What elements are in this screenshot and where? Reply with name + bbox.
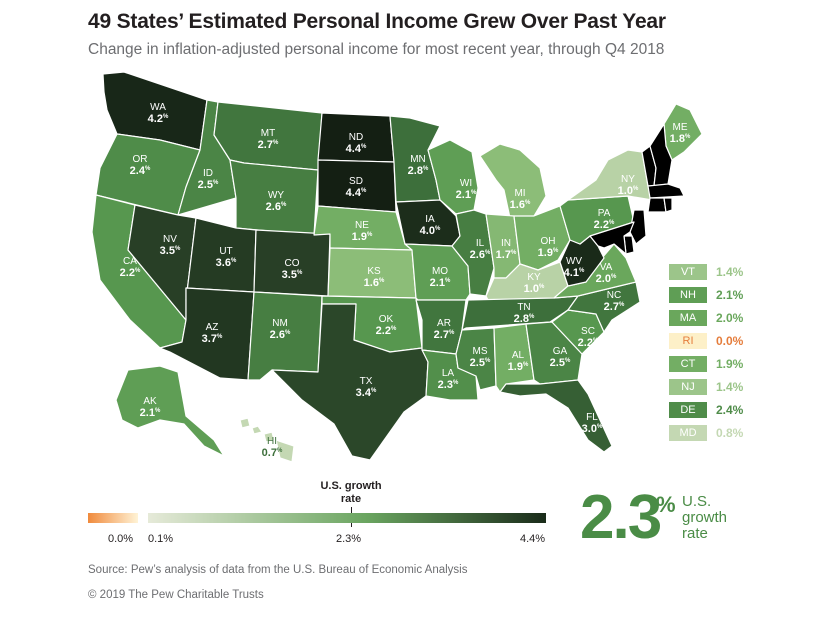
us-marker-label: U.S. growth rate <box>320 480 382 505</box>
state-abbr-me: ME <box>673 122 688 133</box>
us-growth-rate-value: 2.3 <box>580 483 662 552</box>
state-abbr-co: CO <box>285 258 300 269</box>
state-abbr-hi: HI <box>267 436 277 447</box>
state-abbr-sc: SC <box>581 326 595 337</box>
state-abbr-ne: NE <box>355 220 369 231</box>
northeast-legend-value: 2.4% <box>716 403 744 417</box>
state-MI <box>479 143 547 219</box>
copyright-note: © 2019 The Pew Charitable Trusts <box>88 589 264 601</box>
northeast-legend-swatch: CT <box>669 356 707 372</box>
northeast-legend-value: 2.1% <box>716 288 744 302</box>
state-abbr-nv: NV <box>163 234 177 245</box>
legend-min-label: 0.0% <box>108 533 134 545</box>
legend-mid-label: 2.3% <box>336 533 362 545</box>
northeast-legend-value: 2.0% <box>716 311 744 325</box>
state-abbr-wi: WI <box>460 178 472 189</box>
state-RI <box>663 197 673 213</box>
state-IL <box>451 209 495 297</box>
legend-gradient <box>148 513 546 523</box>
northeast-legend-value: 1.4% <box>716 380 744 394</box>
state-NY <box>567 149 653 201</box>
state-abbr-la: LA <box>442 368 455 379</box>
northeast-legend-value: 1.4% <box>716 265 744 279</box>
state-NM <box>247 291 323 381</box>
state-HI <box>239 417 295 463</box>
northeast-legend-swatch: VT <box>669 264 707 280</box>
page-subtitle: Change in inflation-adjusted personal in… <box>88 41 665 58</box>
state-abbr-ga: GA <box>553 346 568 357</box>
state-abbr-wv: WV <box>566 256 582 267</box>
state-abbr-nd: ND <box>349 132 363 143</box>
northeast-legend-swatch: NJ <box>669 379 707 395</box>
northeast-legend-swatch: DE <box>669 402 707 418</box>
state-MD <box>589 221 635 255</box>
state-abbr-mn: MN <box>410 154 426 165</box>
state-abbr-va: VA <box>600 262 613 273</box>
state-abbr-pa: PA <box>598 208 611 219</box>
state-CT <box>647 197 667 213</box>
legend-low-label: 0.1% <box>148 533 174 545</box>
state-abbr-sd: SD <box>349 176 363 187</box>
northeast-legend-swatch: MD <box>669 425 707 441</box>
state-abbr-fl: FL <box>586 412 598 423</box>
state-abbr-tn: TN <box>517 302 530 313</box>
state-abbr-mo: MO <box>432 266 448 277</box>
state-abbr-id: ID <box>203 168 213 179</box>
state-abbr-ny: NY <box>621 174 635 185</box>
northeast-legend-swatch: MA <box>669 310 707 326</box>
state-abbr-ky: KY <box>527 272 541 283</box>
state-TX <box>271 303 429 461</box>
state-abbr-ut: UT <box>219 246 232 257</box>
state-abbr-oh: OH <box>541 236 556 247</box>
legend-max-label: 4.4% <box>520 533 546 545</box>
state-MA <box>647 183 685 199</box>
state-abbr-mi: MI <box>514 188 525 199</box>
state-abbr-in: IN <box>501 238 511 249</box>
state-abbr-nc: NC <box>607 290 621 301</box>
state-abbr-ms: MS <box>473 346 488 357</box>
northeast-legend-value: 1.9% <box>716 357 744 371</box>
legend-zero-swatch <box>88 513 138 523</box>
northeast-legend-value: 0.0% <box>716 334 744 348</box>
state-abbr-mt: MT <box>261 128 275 139</box>
state-abbr-ca: CA <box>123 256 137 267</box>
state-abbr-ia: IA <box>425 214 435 225</box>
state-abbr-ok: OK <box>379 314 394 325</box>
us-growth-rate-label: U.S. growth rate <box>682 493 728 542</box>
northeast-legend-value: 0.8% <box>716 426 744 440</box>
source-note: Source: Pew’s analysis of data from the … <box>88 564 468 576</box>
state-value-sc: 2.2% <box>578 337 599 349</box>
state-abbr-wa: WA <box>150 102 166 113</box>
state-abbr-il: IL <box>476 238 485 249</box>
state-abbr-az: AZ <box>206 322 219 333</box>
northeast-legend-swatch: NH <box>669 287 707 303</box>
northeast-legend-swatch: RI <box>669 333 707 349</box>
state-FL <box>499 379 613 453</box>
state-abbr-nm: NM <box>272 318 288 329</box>
state-abbr-tx: TX <box>360 376 373 387</box>
us-growth-rate-pct: % <box>656 492 676 517</box>
state-abbr-ks: KS <box>367 266 381 277</box>
state-abbr-ar: AR <box>437 318 451 329</box>
state-abbr-al: AL <box>512 350 525 361</box>
state-abbr-or: OR <box>133 154 148 165</box>
state-AK <box>115 365 225 457</box>
page-title: 49 States’ Estimated Personal Income Gre… <box>88 10 666 33</box>
state-abbr-ak: AK <box>143 396 157 407</box>
state-abbr-wy: WY <box>268 190 284 201</box>
